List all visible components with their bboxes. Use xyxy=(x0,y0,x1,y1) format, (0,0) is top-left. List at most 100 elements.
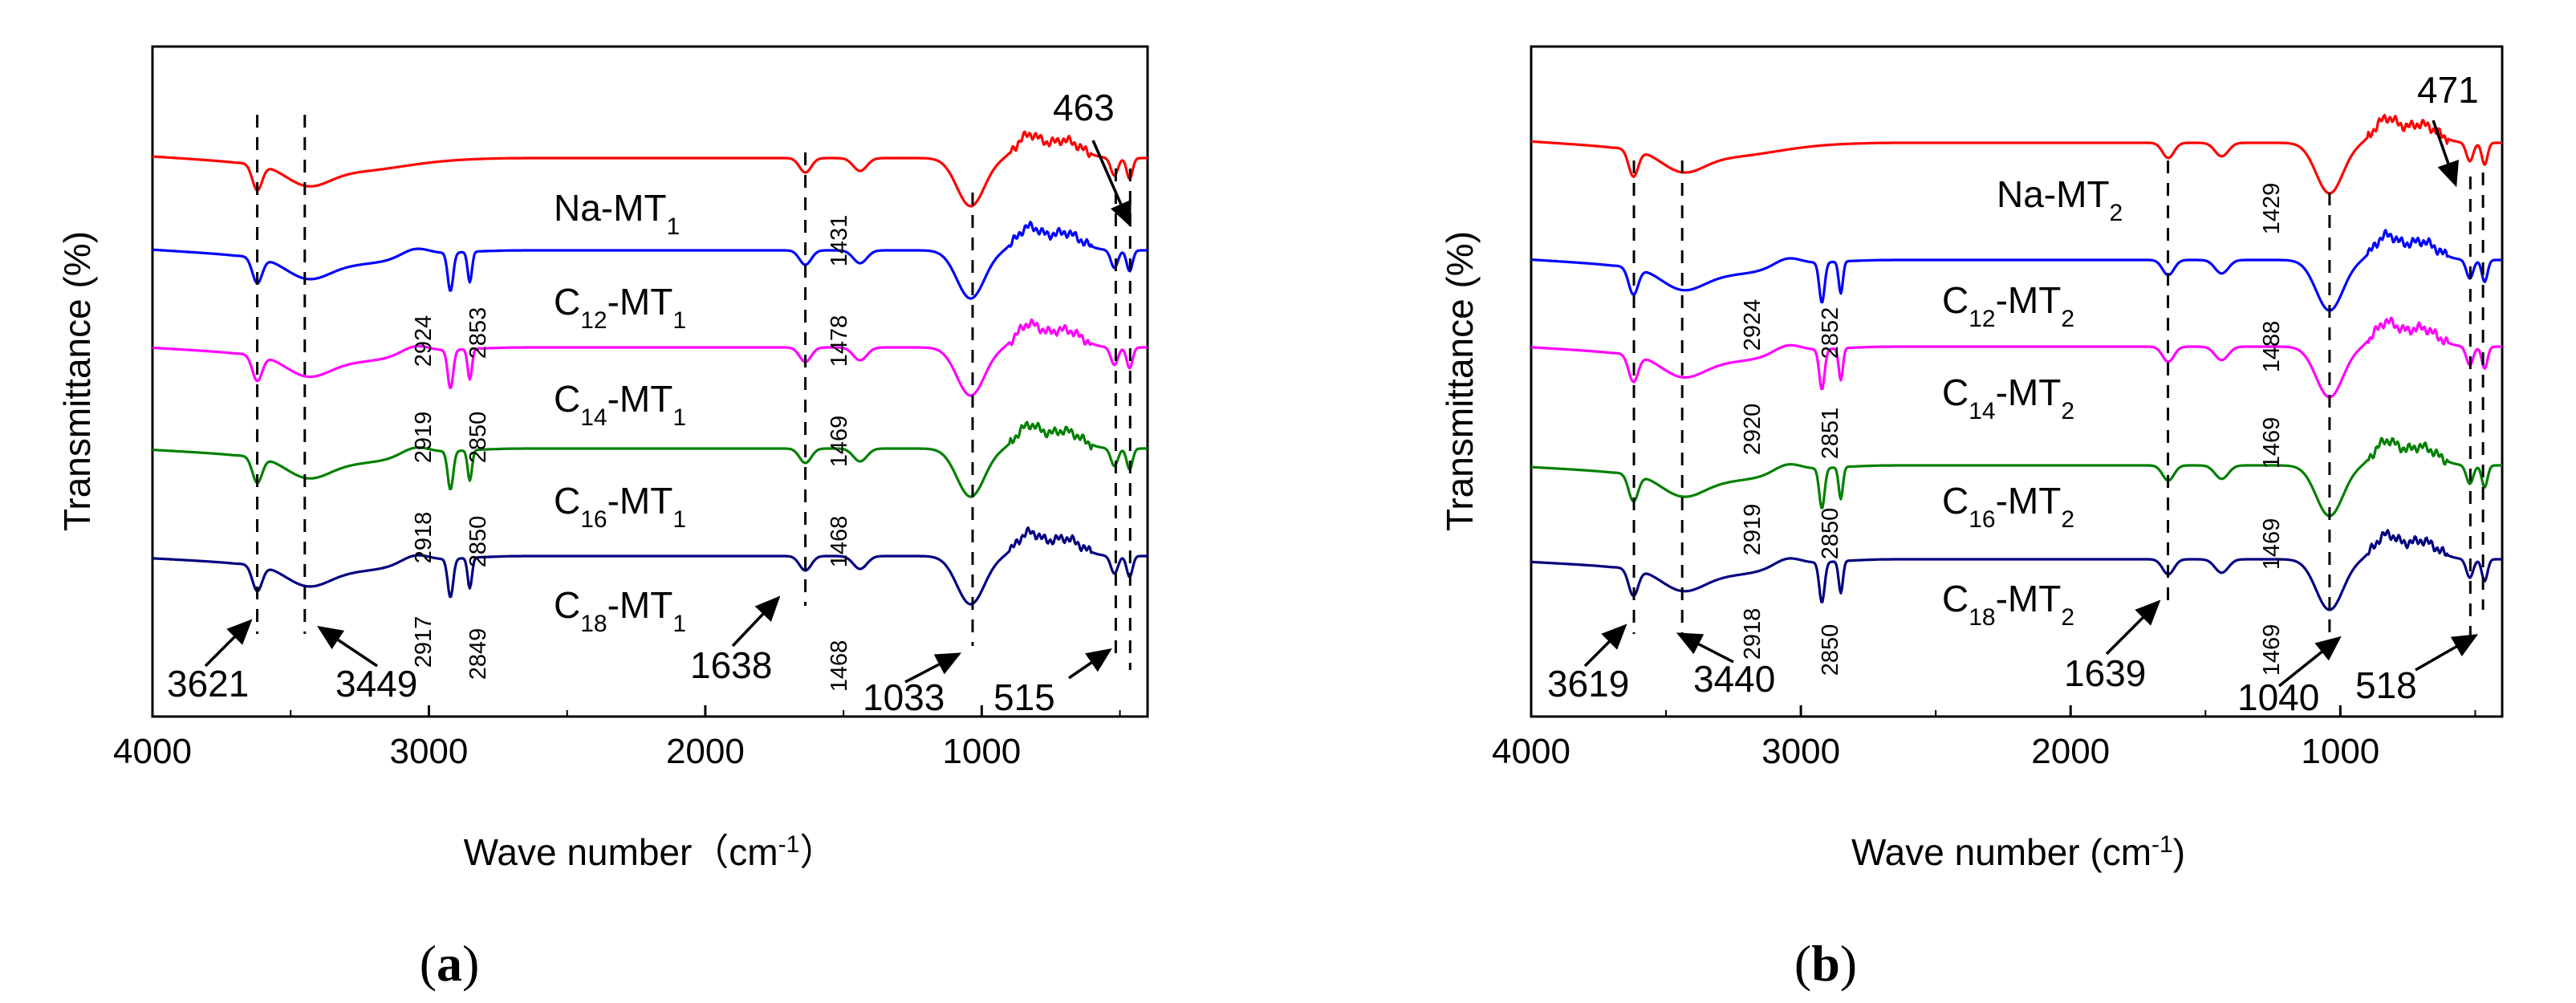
peak-arrow xyxy=(2105,599,2161,656)
series-label-main: -MT xyxy=(1996,279,2062,321)
series-label-subscript: 1 xyxy=(667,213,681,240)
band-label-2853: 2853 xyxy=(465,307,491,359)
series-label-C18-MT1: C18-MT1 xyxy=(554,584,686,637)
series-label-main: Na-MT xyxy=(1997,173,2110,215)
series-label-C14-MT1: C14-MT1 xyxy=(554,378,686,431)
series-label-prefix: C xyxy=(554,584,580,626)
x-axis-title-close: ） xyxy=(799,831,836,873)
series-label-main: -MT xyxy=(607,480,673,522)
series-label-prefix: C xyxy=(1942,578,1969,619)
series-line-C16-MT1 xyxy=(152,420,1148,498)
series-label-main: -MT xyxy=(1996,372,2062,413)
series-label-main: -MT xyxy=(1996,578,2062,619)
series-line-C18-MT2 xyxy=(1530,529,2503,611)
series-label-subscript: 2 xyxy=(2061,604,2074,631)
band-label-2919: 2919 xyxy=(1740,504,1765,556)
band-label-1429: 1429 xyxy=(2259,183,2285,235)
peak-arrow xyxy=(317,626,378,668)
peak-label-3440: 3440 xyxy=(1693,658,1775,700)
series-label-prefix: C xyxy=(554,480,580,522)
series-label-subscript: 2 xyxy=(2061,506,2074,533)
peak-label-471: 471 xyxy=(2417,69,2479,111)
plot-frame xyxy=(1530,45,2504,718)
series-label-main: -MT xyxy=(607,281,673,323)
series-label-subscript: 1 xyxy=(672,404,686,431)
peak-arrow xyxy=(1068,648,1112,680)
panel-a: 4000 3000 2000 1000 Wave number（cm-1） Transmi… xyxy=(56,45,1149,992)
band-label-2851: 2851 xyxy=(1818,408,1843,460)
series-label-C16-MT1: C16-MT1 xyxy=(554,480,686,533)
band-label-1468: 1468 xyxy=(827,640,852,692)
peak-arrow xyxy=(1676,632,1734,664)
series-label-C14-MT2: C14-MT2 xyxy=(1942,372,2074,424)
peak-label-1033: 1033 xyxy=(863,676,945,718)
peak-arrow xyxy=(731,595,781,648)
x-axis-title: Wave number（cm-1） xyxy=(464,831,837,874)
band-label-1431: 1431 xyxy=(827,215,852,267)
x-axis-title-superscript: -1 xyxy=(2151,831,2173,858)
series-label-prefix: C xyxy=(554,281,580,323)
panel-caption-close: ) xyxy=(462,935,479,992)
panel-caption-open: ( xyxy=(1794,935,1811,992)
x-tick-label: 4000 xyxy=(113,732,192,771)
series-label-Na-MT1: Na-MT1 xyxy=(554,187,680,240)
band-label-2850: 2850 xyxy=(1818,624,1843,676)
x-tick-label: 3000 xyxy=(389,732,468,771)
series-label-subscript: 2 xyxy=(2061,398,2074,424)
series-label-prefix-subscript: 18 xyxy=(1969,604,1995,631)
band-label-1488: 1488 xyxy=(2259,321,2285,373)
panel-caption: (a) xyxy=(420,935,480,992)
series-label-prefix: C xyxy=(1942,480,1969,522)
peak-arrow xyxy=(2415,634,2479,672)
series-label-C12-MT1: C12-MT1 xyxy=(554,281,686,334)
band-label-2918: 2918 xyxy=(411,512,437,564)
series-label-C18-MT2: C18-MT2 xyxy=(1942,578,2074,631)
y-axis-title: Transmittance (%) xyxy=(1439,231,1481,531)
series-label-prefix-subscript: 16 xyxy=(1969,506,1995,533)
series-label-subscript: 2 xyxy=(2061,306,2074,332)
panel-b: 4000 3000 2000 1000 Wave number (cm-1) Transm… xyxy=(1439,45,2504,992)
peak-label-518: 518 xyxy=(2355,664,2417,706)
band-label-2850: 2850 xyxy=(465,516,491,568)
plot-frame xyxy=(151,45,1149,718)
series-label-prefix-subscript: 16 xyxy=(580,506,607,533)
band-label-2918: 2918 xyxy=(1740,608,1765,660)
panel-caption: (b) xyxy=(1794,935,1857,992)
panel-caption-letter: b xyxy=(1811,935,1840,992)
x-tick-label: 1000 xyxy=(2301,732,2379,771)
series-label-main: -MT xyxy=(1996,480,2062,522)
series-label-main: Na-MT xyxy=(554,187,667,229)
x-tick-label: 2000 xyxy=(2031,732,2110,771)
series-line-Na-MT2 xyxy=(1530,113,2503,195)
series-line-Na-MT1 xyxy=(152,130,1148,208)
series-label-prefix-subscript: 12 xyxy=(1969,306,1995,332)
series-label-main: -MT xyxy=(607,378,673,420)
peak-arrow xyxy=(2277,636,2342,688)
x-axis-title-text: Wave number（cm xyxy=(464,831,778,873)
series-line-C12-MT1 xyxy=(152,221,1148,300)
series-label-prefix: C xyxy=(1942,279,1969,321)
series-label-C16-MT2: C16-MT2 xyxy=(1942,480,2074,533)
peak-label-1040: 1040 xyxy=(2237,676,2319,718)
peak-arrow xyxy=(1091,140,1132,228)
band-label-1469: 1469 xyxy=(827,416,852,468)
series-label-prefix-subscript: 14 xyxy=(1969,398,1995,424)
band-label-2850: 2850 xyxy=(1818,508,1843,560)
series-line-C14-MT1 xyxy=(152,318,1148,397)
x-tick-label: 4000 xyxy=(1492,732,1570,771)
peak-arrow xyxy=(1583,623,1627,668)
peak-arrow xyxy=(904,652,962,684)
x-axis-title-close: ) xyxy=(2173,831,2185,873)
x-tick-label: 1000 xyxy=(942,732,1021,771)
series-label-subscript: 1 xyxy=(672,611,686,637)
series-label-prefix-subscript: 14 xyxy=(580,404,607,431)
peak-label-3621: 3621 xyxy=(167,663,249,705)
series-label-subscript: 2 xyxy=(2110,200,2123,226)
band-label-2917: 2917 xyxy=(411,616,437,668)
series-line-C12-MT2 xyxy=(1530,229,2503,312)
band-label-2850: 2850 xyxy=(465,412,491,464)
series-label-prefix: C xyxy=(1942,372,1969,413)
band-label-1469: 1469 xyxy=(2259,518,2285,571)
series-label-main: -MT xyxy=(607,584,673,626)
